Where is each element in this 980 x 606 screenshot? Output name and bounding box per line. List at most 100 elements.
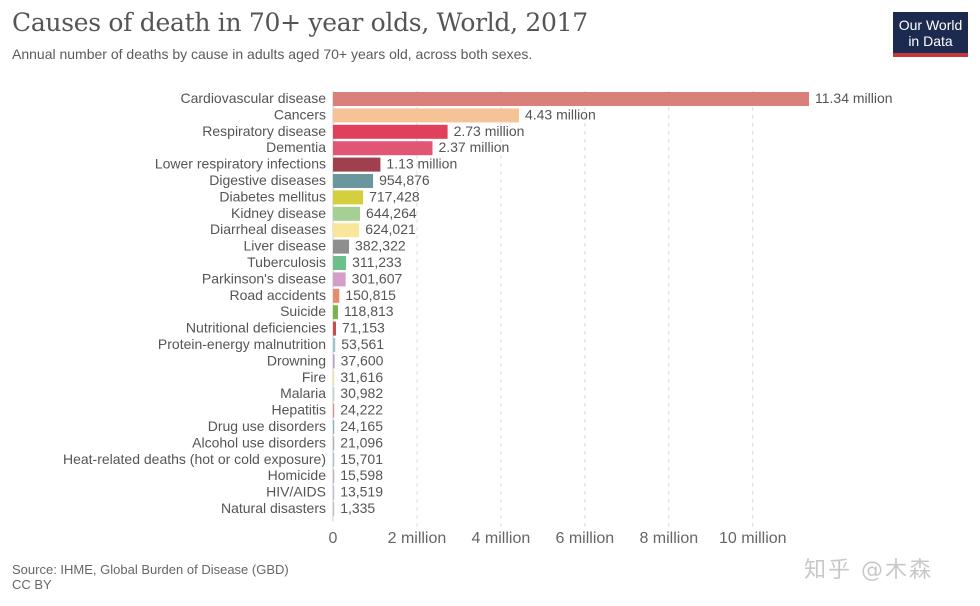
bar-row[interactable]: Liver disease 382,322 [244,238,406,254]
source-text: Source: IHME, Global Burden of Disease (… [12,562,289,577]
bar-row[interactable]: Dementia 2.37 million [266,139,509,156]
x-tick-label: 10 million [719,530,787,547]
bar-row[interactable]: Drowning 37,600 [267,352,384,369]
bar-row[interactable]: Drug use disorders 24,165 [208,418,384,434]
value-label: 1.13 million [386,156,457,172]
category-label: Suicide [280,303,326,319]
bar-row[interactable]: Respiratory disease 2.73 million [202,123,524,139]
bar-row[interactable]: Homicide 15,598 [268,467,384,484]
value-label: 301,607 [352,270,403,286]
bar-row[interactable]: Alcohol use disorders 21,096 [192,434,383,451]
bar[interactable] [333,403,335,418]
bar[interactable] [333,354,335,369]
category-label: Protein-energy malnutrition [158,336,326,352]
owid-logo[interactable]: Our World in Data [893,12,968,57]
category-label: Digestive diseases [209,172,326,188]
category-label: HIV/AIDS [266,484,326,500]
bar[interactable] [333,338,336,352]
bar-row[interactable]: Digestive diseases 954,876 [209,172,430,188]
bar[interactable] [333,256,347,270]
bar-row[interactable]: Fire 31,616 [302,369,383,385]
category-label: Dementia [266,139,326,155]
value-label: 4.43 million [525,106,596,122]
bar-row[interactable]: Cardiovascular disease 11.34 million [180,90,893,106]
bar[interactable] [333,92,809,106]
category-label: Natural disasters [221,500,326,516]
bar-row[interactable]: Heat-related deaths (hot or cold exposur… [63,451,383,467]
bar-row[interactable]: Parkinson's disease 301,607 [202,270,403,287]
bar[interactable] [333,387,335,402]
category-label: Homicide [268,467,327,483]
bar[interactable] [333,436,335,451]
bar[interactable] [333,272,346,287]
bar-row[interactable]: HIV/AIDS 13,519 [266,484,383,500]
bar[interactable] [333,288,340,303]
bar[interactable] [333,124,448,139]
bar[interactable] [333,420,335,434]
x-tick-label: 8 million [639,530,698,547]
x-tick-label: 6 million [556,530,615,547]
category-label: Cardiovascular disease [180,90,326,106]
bar[interactable] [333,141,433,156]
bar-row[interactable]: Tuberculosis 311,233 [247,254,402,270]
value-label: 150,815 [345,287,396,303]
bar[interactable] [333,370,335,385]
value-label: 644,264 [366,205,417,221]
category-label: Liver disease [244,238,327,254]
bar[interactable] [333,190,364,205]
category-label: Tuberculosis [247,254,326,270]
bars: Cardiovascular disease 11.34 million Cance… [63,90,893,516]
category-label: Drug use disorders [208,418,326,434]
value-label: 30,982 [340,385,383,401]
bar[interactable] [333,223,360,238]
bar-row[interactable]: Protein-energy malnutrition 53,561 [158,336,384,352]
bar-row[interactable]: Cancers 4.43 million [274,106,596,123]
bar-row[interactable]: Nutritional deficiencies 71,153 [186,320,385,336]
value-label: 37,600 [341,352,384,368]
bar-row[interactable]: Malaria 30,982 [280,385,383,402]
bar[interactable] [333,206,361,221]
x-tick-label: 2 million [388,530,447,547]
bar-row[interactable]: Kidney disease 644,264 [231,205,417,221]
bar[interactable] [333,485,335,500]
bar-row[interactable]: Natural disasters 1,335 [221,500,375,516]
bar-row[interactable]: Diabetes mellitus 717,428 [219,188,420,205]
bar-row[interactable]: Road accidents 150,815 [229,287,396,303]
value-label: 24,222 [340,402,383,418]
category-label: Nutritional deficiencies [186,320,326,336]
bar[interactable] [333,157,381,172]
bar[interactable] [333,469,335,484]
value-label: 13,519 [340,484,383,500]
category-label: Hepatitis [272,402,326,418]
logo-line-1: Our World [898,17,963,33]
bar[interactable] [333,502,335,516]
value-label: 954,876 [379,172,430,188]
value-label: 15,701 [340,451,383,467]
bar[interactable] [333,108,519,123]
bar[interactable] [333,305,338,320]
category-label: Fire [302,369,326,385]
bar-row[interactable]: Diarrheal diseases 624,021 [210,221,416,238]
bar-row[interactable]: Hepatitis 24,222 [272,402,384,418]
bar[interactable] [333,321,336,336]
logo-line-2: in Data [908,33,953,49]
bar-row[interactable]: Suicide 118,813 [280,303,394,320]
bar-row[interactable]: Lower respiratory infections 1.13 million [155,156,457,172]
value-label: 31,616 [340,369,383,385]
value-label: 1,335 [340,500,375,516]
value-label: 717,428 [369,188,420,204]
category-label: Alcohol use disorders [192,434,326,450]
value-label: 382,322 [355,238,406,254]
bar[interactable] [333,452,335,467]
bar[interactable] [333,239,350,254]
bar[interactable] [333,174,374,188]
x-tick-label: 0 [329,530,338,547]
category-label: Diarrheal diseases [210,221,326,237]
watermark: 知乎 @木森 [804,558,933,583]
category-label: Parkinson's disease [202,270,326,286]
value-label: 15,598 [340,467,383,483]
chart-subtitle: Annual number of deaths by cause in adul… [12,46,533,62]
category-label: Drowning [267,352,326,368]
category-label: Malaria [280,385,326,401]
